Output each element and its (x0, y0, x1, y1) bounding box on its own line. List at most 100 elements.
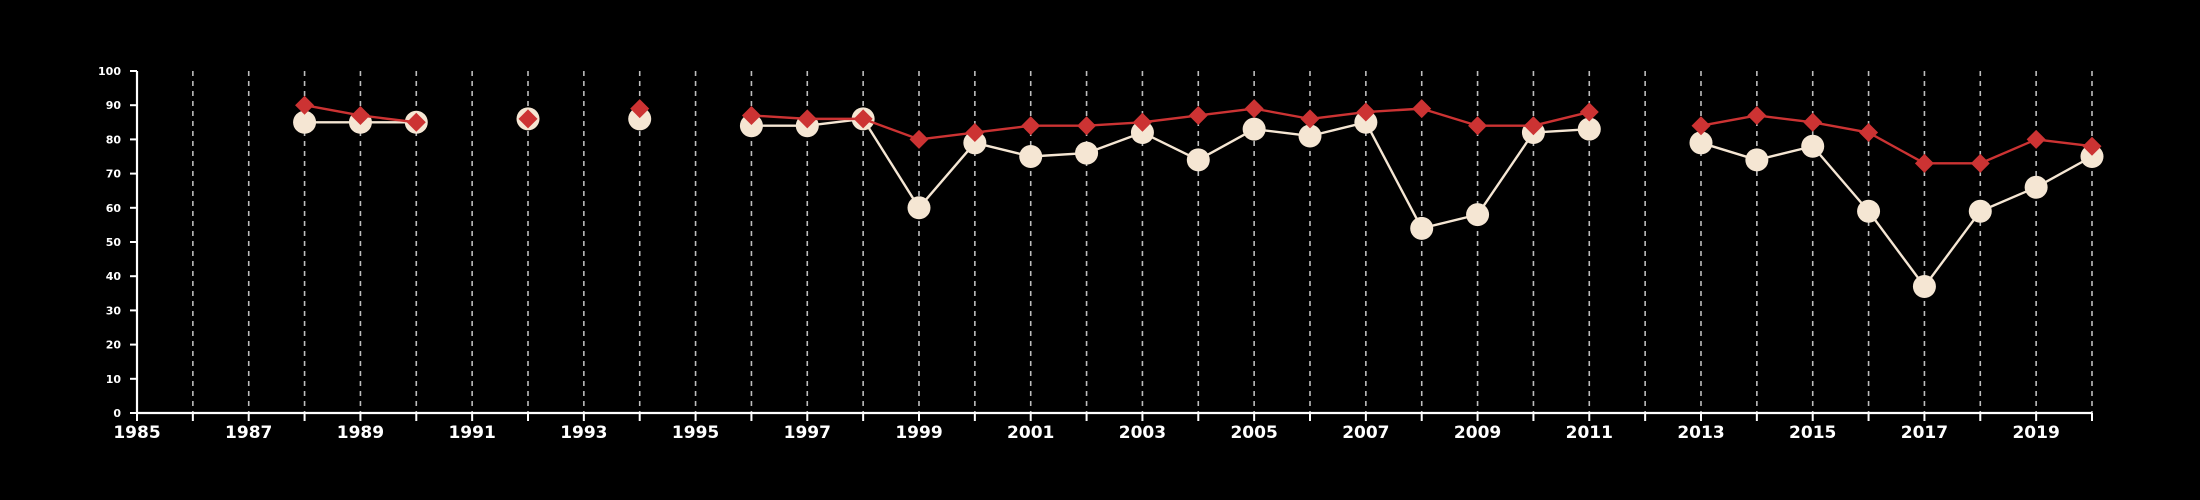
y-tick-label: 100 (98, 65, 121, 78)
series-1-point-2007 (1354, 110, 1378, 134)
series-2-point-1988 (295, 95, 315, 115)
series-2-segment (1365, 107, 1422, 114)
series-1-point-2013 (1689, 131, 1713, 155)
series-1-point-1994 (628, 107, 652, 131)
series-2 (295, 95, 2102, 173)
series-2-segment (1867, 131, 1926, 165)
series-1-point-2000 (963, 131, 987, 155)
x-tick-label: 1991 (448, 423, 495, 443)
y-tick-label: 90 (106, 99, 122, 112)
y-tick-label: 50 (106, 236, 122, 249)
series-1-point-2008 (1410, 216, 1434, 240)
series-2-segment (1533, 110, 1590, 127)
x-tick-label: 1987 (225, 423, 272, 443)
x-tick-label: 2001 (1007, 423, 1054, 443)
series-1-point-2004 (1186, 148, 1210, 172)
x-tick-label: 1995 (672, 423, 719, 443)
series-1-point-2020 (2080, 145, 2104, 168)
series-2-point-1997 (797, 109, 817, 129)
series-2-segment (862, 117, 920, 141)
series-2-point-2006 (1300, 109, 1320, 129)
series-2-point-2013 (1691, 116, 1711, 136)
x-tick-label: 1989 (337, 423, 384, 443)
x-tick-label: 2015 (1789, 423, 1836, 443)
x-tick-label: 2005 (1230, 423, 1277, 443)
x-tick-label: 1999 (895, 423, 942, 443)
y-tick-label: 30 (106, 304, 122, 317)
y-tick-label: 10 (106, 373, 122, 386)
series-2-point-2015 (1803, 112, 1823, 132)
series-2-segment (1309, 110, 1367, 121)
series-2-point-1998 (853, 109, 873, 129)
series-1-point-1999 (907, 196, 931, 220)
series-2-segment (1756, 114, 1813, 124)
series-2-segment (1421, 107, 1478, 127)
series-2-point-2001 (1021, 116, 1041, 136)
series-2-point-1990 (406, 112, 426, 132)
series-2-point-2016 (1859, 123, 1879, 143)
series-2-segment (1198, 107, 1255, 117)
series-1-segment (1867, 210, 1926, 288)
x-tick-label: 1997 (784, 423, 831, 443)
series-1-point-2005 (1242, 117, 1266, 141)
x-tick-label: 2017 (1901, 423, 1948, 443)
series-1-point-2006 (1298, 124, 1322, 148)
series-1-point-2011 (1577, 117, 1601, 141)
series-2-segment (304, 104, 361, 117)
series-2-segment (2035, 138, 2093, 148)
x-tick-label: 2011 (1566, 423, 1613, 443)
x-tick-label: 2013 (1677, 423, 1724, 443)
y-tick-label: 80 (106, 133, 122, 146)
series-2-point-2020 (2082, 136, 2102, 156)
series-1-point-2002 (1075, 141, 1099, 165)
series-2-point-2018 (1970, 153, 1990, 173)
vertical-gridlines (192, 71, 2093, 413)
series-1-point-2009 (1466, 203, 1490, 227)
series-2-point-2009 (1468, 116, 1488, 136)
series-2-segment (1142, 114, 1199, 124)
series-2-point-2004 (1188, 105, 1208, 125)
series-2-segment (360, 114, 417, 124)
x-tick-label: 2007 (1342, 423, 1389, 443)
series-2-point-2002 (1077, 116, 1097, 136)
x-tick-label: 1993 (560, 423, 607, 443)
x-tick-label: 2003 (1119, 423, 1166, 443)
series-layer (293, 95, 2104, 298)
series-2-segment (1086, 121, 1143, 127)
x-tick-label: 1985 (113, 423, 160, 443)
series-2-segment (1253, 107, 1311, 121)
series-1-point-2018 (1968, 199, 1992, 223)
series-2-point-2014 (1747, 105, 1767, 125)
y-axis: 0 10 20 30 40 50 60 70 80 90 100 (98, 65, 139, 420)
series-2-point-2008 (1412, 99, 1432, 119)
x-tick-label: 2009 (1454, 423, 1501, 443)
series-1-point-2014 (1745, 148, 1769, 172)
series-2-point-2000 (965, 123, 985, 143)
series-1-segment (1811, 145, 1870, 213)
series-2-point-2017 (1914, 153, 1934, 173)
series-2-point-2005 (1244, 99, 1264, 119)
series-1-point-2003 (1130, 121, 1154, 145)
series-2-point-2003 (1132, 112, 1152, 132)
x-axis: 1985 1987 1989 1991 1993 1995 1997 1999 2001 2003… (113, 411, 2093, 443)
series-1-point-2017 (1912, 274, 1936, 298)
series-2-point-2019 (2026, 129, 2046, 149)
series-1-point-1988 (293, 110, 317, 134)
series-1-segment (1476, 131, 1535, 216)
series-1 (293, 107, 2104, 298)
x-tick-label: 2019 (2012, 423, 2059, 443)
series-2-segment (1979, 138, 2037, 165)
y-tick-label: 60 (106, 202, 122, 215)
series-2-point-1999 (909, 129, 929, 149)
series-1-point-2015 (1801, 134, 1825, 158)
y-tick-label: 0 (113, 407, 121, 420)
series-1-segment (862, 118, 921, 209)
y-tick-label: 20 (106, 339, 122, 352)
series-2-segment (918, 131, 976, 141)
series-2-segment (751, 114, 808, 121)
series-2-segment (1812, 121, 1869, 134)
y-tick-label: 70 (106, 168, 122, 181)
series-1-segment (1364, 121, 1423, 229)
series-1-point-2019 (2024, 175, 2048, 199)
series-1-point-2016 (1857, 199, 1881, 223)
